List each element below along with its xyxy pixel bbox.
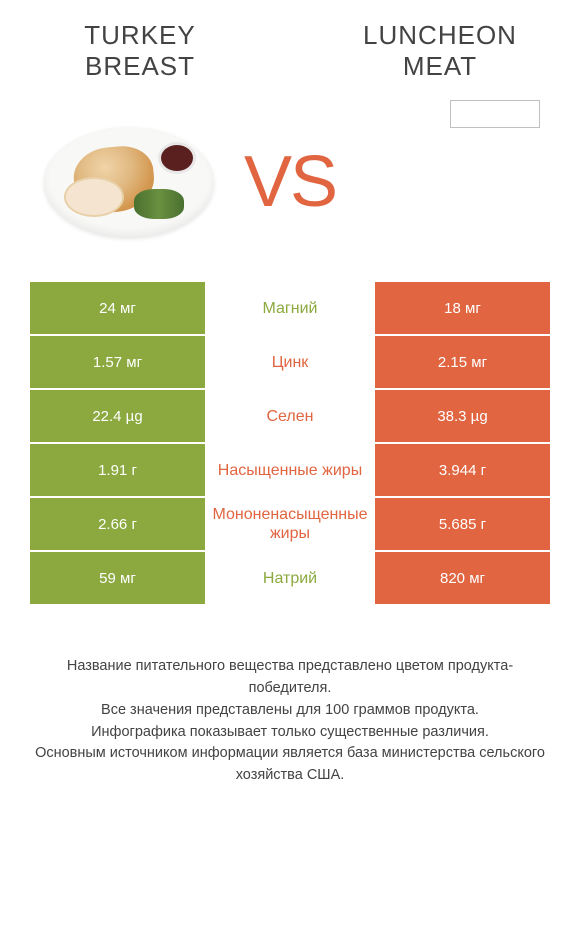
table-row: 59 мгНатрий820 мг xyxy=(30,552,550,606)
cell-right-value: 38.3 µg xyxy=(375,390,550,442)
table-row: 1.91 гНасыщенные жиры3.944 г xyxy=(30,444,550,498)
cell-nutrient-label: Цинк xyxy=(205,336,375,388)
cell-left-value: 1.57 мг xyxy=(30,336,205,388)
footer-line: Инфографика показывает только существенн… xyxy=(30,722,550,744)
cell-left-value: 22.4 µg xyxy=(30,390,205,442)
product-right-title: LUNCHEON MEAT xyxy=(340,20,540,82)
cell-nutrient-label: Насыщенные жиры xyxy=(205,444,375,496)
cell-nutrient-label: Натрий xyxy=(205,552,375,604)
cell-left-value: 24 мг xyxy=(30,282,205,334)
cell-nutrient-label: Селен xyxy=(205,390,375,442)
product-left-title: TURKEY BREAST xyxy=(40,20,240,82)
vs-section: VS xyxy=(0,92,580,282)
cell-right-value: 5.685 г xyxy=(375,498,550,550)
table-row: 24 мгМагний18 мг xyxy=(30,282,550,336)
product-left-image xyxy=(34,117,224,247)
table-row: 1.57 мгЦинк2.15 мг xyxy=(30,336,550,390)
table-row: 2.66 гМононенасыщенные жиры5.685 г xyxy=(30,498,550,552)
footer-line: Название питательного вещества представл… xyxy=(30,656,550,700)
cell-right-value: 820 мг xyxy=(375,552,550,604)
cell-left-value: 2.66 г xyxy=(30,498,205,550)
plate-illustration xyxy=(44,127,214,237)
title-line: LUNCHEON xyxy=(363,20,517,50)
cell-right-value: 3.944 г xyxy=(375,444,550,496)
vs-label: VS xyxy=(244,141,336,223)
cell-left-value: 1.91 г xyxy=(30,444,205,496)
comparison-table: 24 мгМагний18 мг1.57 мгЦинк2.15 мг22.4 µ… xyxy=(30,282,550,606)
cell-right-value: 2.15 мг xyxy=(375,336,550,388)
title-line: BREAST xyxy=(85,51,195,81)
footer-text: Название питательного вещества представл… xyxy=(30,656,550,787)
cell-nutrient-label: Мононенасыщенные жиры xyxy=(205,498,375,550)
footer-line: Все значения представлены для 100 граммо… xyxy=(30,700,550,722)
cell-nutrient-label: Магний xyxy=(205,282,375,334)
table-row: 22.4 µgСелен38.3 µg xyxy=(30,390,550,444)
cell-left-value: 59 мг xyxy=(30,552,205,604)
title-line: MEAT xyxy=(403,51,477,81)
cell-right-value: 18 мг xyxy=(375,282,550,334)
header: TURKEY BREAST LUNCHEON MEAT xyxy=(0,0,580,92)
title-line: TURKEY xyxy=(84,20,195,50)
footer-line: Основным источником информации является … xyxy=(30,743,550,787)
product-right-image xyxy=(356,117,546,247)
